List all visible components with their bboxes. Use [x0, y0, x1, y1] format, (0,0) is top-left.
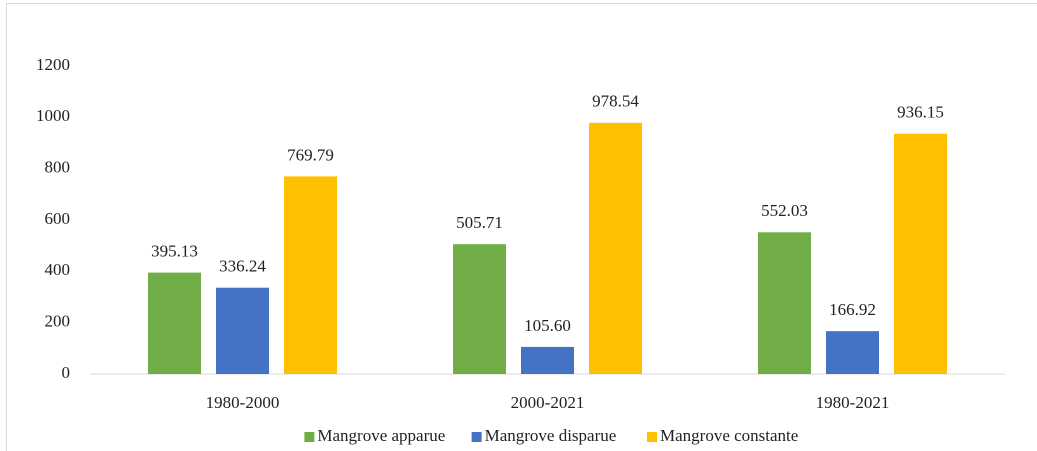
bar: [758, 232, 811, 374]
legend-swatch: [471, 432, 482, 442]
data-label: 978.54: [592, 92, 639, 111]
legend-label: Mangrove disparue: [485, 426, 617, 445]
data-label: 552.03: [761, 201, 808, 220]
data-label: 505.71: [456, 213, 503, 232]
legend-swatch: [304, 432, 315, 442]
x-tick-label: 1980-2000: [206, 393, 280, 412]
bar: [894, 133, 947, 374]
y-tick-label: 600: [45, 209, 71, 228]
y-tick-label: 1200: [36, 55, 70, 74]
x-tick-label: 1980-2021: [816, 393, 890, 412]
bar: [826, 331, 879, 374]
x-tick-label: 2000-2021: [511, 393, 585, 412]
y-tick-label: 200: [45, 312, 71, 331]
data-label: 166.92: [829, 300, 876, 319]
bar: [453, 244, 506, 374]
bar: [216, 287, 269, 374]
y-tick-label: 0: [62, 363, 71, 382]
legend-label: Mangrove apparue: [317, 426, 445, 445]
y-tick-label: 1000: [36, 106, 70, 125]
chart-frame: [6, 3, 1037, 451]
bar: [521, 346, 574, 374]
data-label: 105.60: [524, 316, 571, 335]
data-label: 936.15: [897, 103, 944, 122]
y-tick-label: 800: [45, 158, 71, 177]
legend-swatch: [647, 432, 657, 442]
bar: [589, 122, 642, 374]
y-tick-label: 400: [45, 260, 71, 279]
data-label: 769.79: [287, 145, 334, 164]
legend-label: Mangrove constante: [660, 426, 798, 445]
data-label: 336.24: [219, 257, 266, 276]
bar: [148, 272, 201, 374]
data-label: 395.13: [151, 241, 198, 260]
bar: [284, 176, 337, 374]
